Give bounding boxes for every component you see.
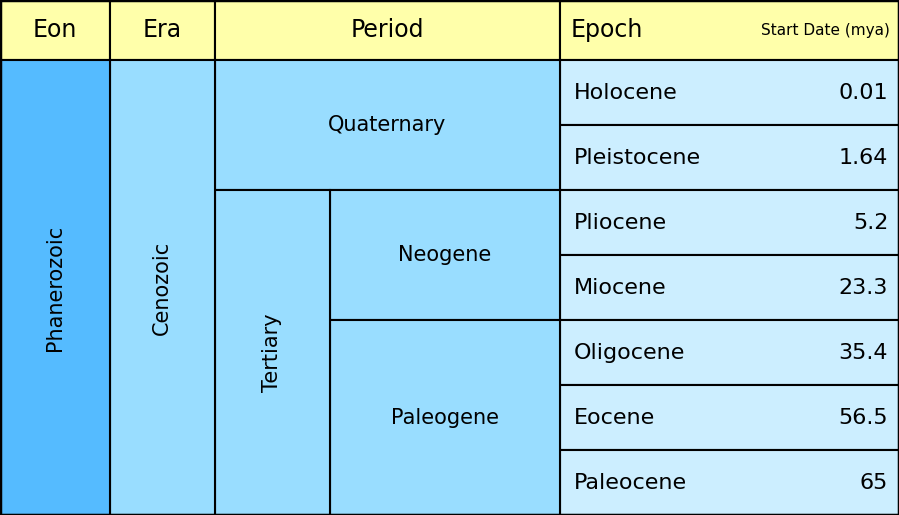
Bar bbox=[330, 190, 560, 320]
Text: 56.5: 56.5 bbox=[839, 407, 888, 427]
Bar bbox=[110, 0, 215, 60]
Bar bbox=[560, 450, 899, 515]
Text: Oligocene: Oligocene bbox=[574, 342, 685, 363]
Text: Quaternary: Quaternary bbox=[328, 115, 447, 135]
Text: Tertiary: Tertiary bbox=[263, 313, 282, 392]
Text: Pleistocene: Pleistocene bbox=[574, 148, 700, 168]
Bar bbox=[560, 385, 899, 450]
Bar bbox=[0, 60, 110, 515]
Text: Paleocene: Paleocene bbox=[574, 473, 687, 492]
Bar bbox=[560, 190, 899, 255]
Bar bbox=[560, 255, 899, 320]
Text: Epoch: Epoch bbox=[571, 18, 644, 42]
Text: Eocene: Eocene bbox=[574, 407, 654, 427]
Text: 65: 65 bbox=[859, 473, 888, 492]
Text: 5.2: 5.2 bbox=[853, 213, 888, 233]
Text: 0.01: 0.01 bbox=[839, 83, 888, 102]
Text: Paleogene: Paleogene bbox=[391, 407, 499, 427]
Text: Eon: Eon bbox=[32, 18, 77, 42]
Bar bbox=[0, 0, 110, 60]
Bar bbox=[215, 0, 560, 60]
Text: Miocene: Miocene bbox=[574, 278, 666, 298]
Bar bbox=[330, 320, 560, 515]
Text: Start Date (mya): Start Date (mya) bbox=[761, 23, 890, 38]
Bar bbox=[560, 125, 899, 190]
Bar bbox=[560, 0, 899, 60]
Text: Neogene: Neogene bbox=[398, 245, 492, 265]
Text: Phanerozoic: Phanerozoic bbox=[45, 225, 65, 351]
Bar bbox=[215, 190, 330, 515]
Text: Cenozoic: Cenozoic bbox=[152, 241, 173, 335]
Text: Holocene: Holocene bbox=[574, 83, 677, 102]
Bar bbox=[110, 60, 215, 515]
Bar bbox=[560, 60, 899, 125]
Bar bbox=[560, 320, 899, 385]
Text: Pliocene: Pliocene bbox=[574, 213, 667, 233]
Text: Period: Period bbox=[351, 18, 424, 42]
Text: 23.3: 23.3 bbox=[839, 278, 888, 298]
Text: 35.4: 35.4 bbox=[839, 342, 888, 363]
Text: Era: Era bbox=[143, 18, 182, 42]
Bar bbox=[215, 60, 560, 190]
Text: 1.64: 1.64 bbox=[839, 148, 888, 168]
